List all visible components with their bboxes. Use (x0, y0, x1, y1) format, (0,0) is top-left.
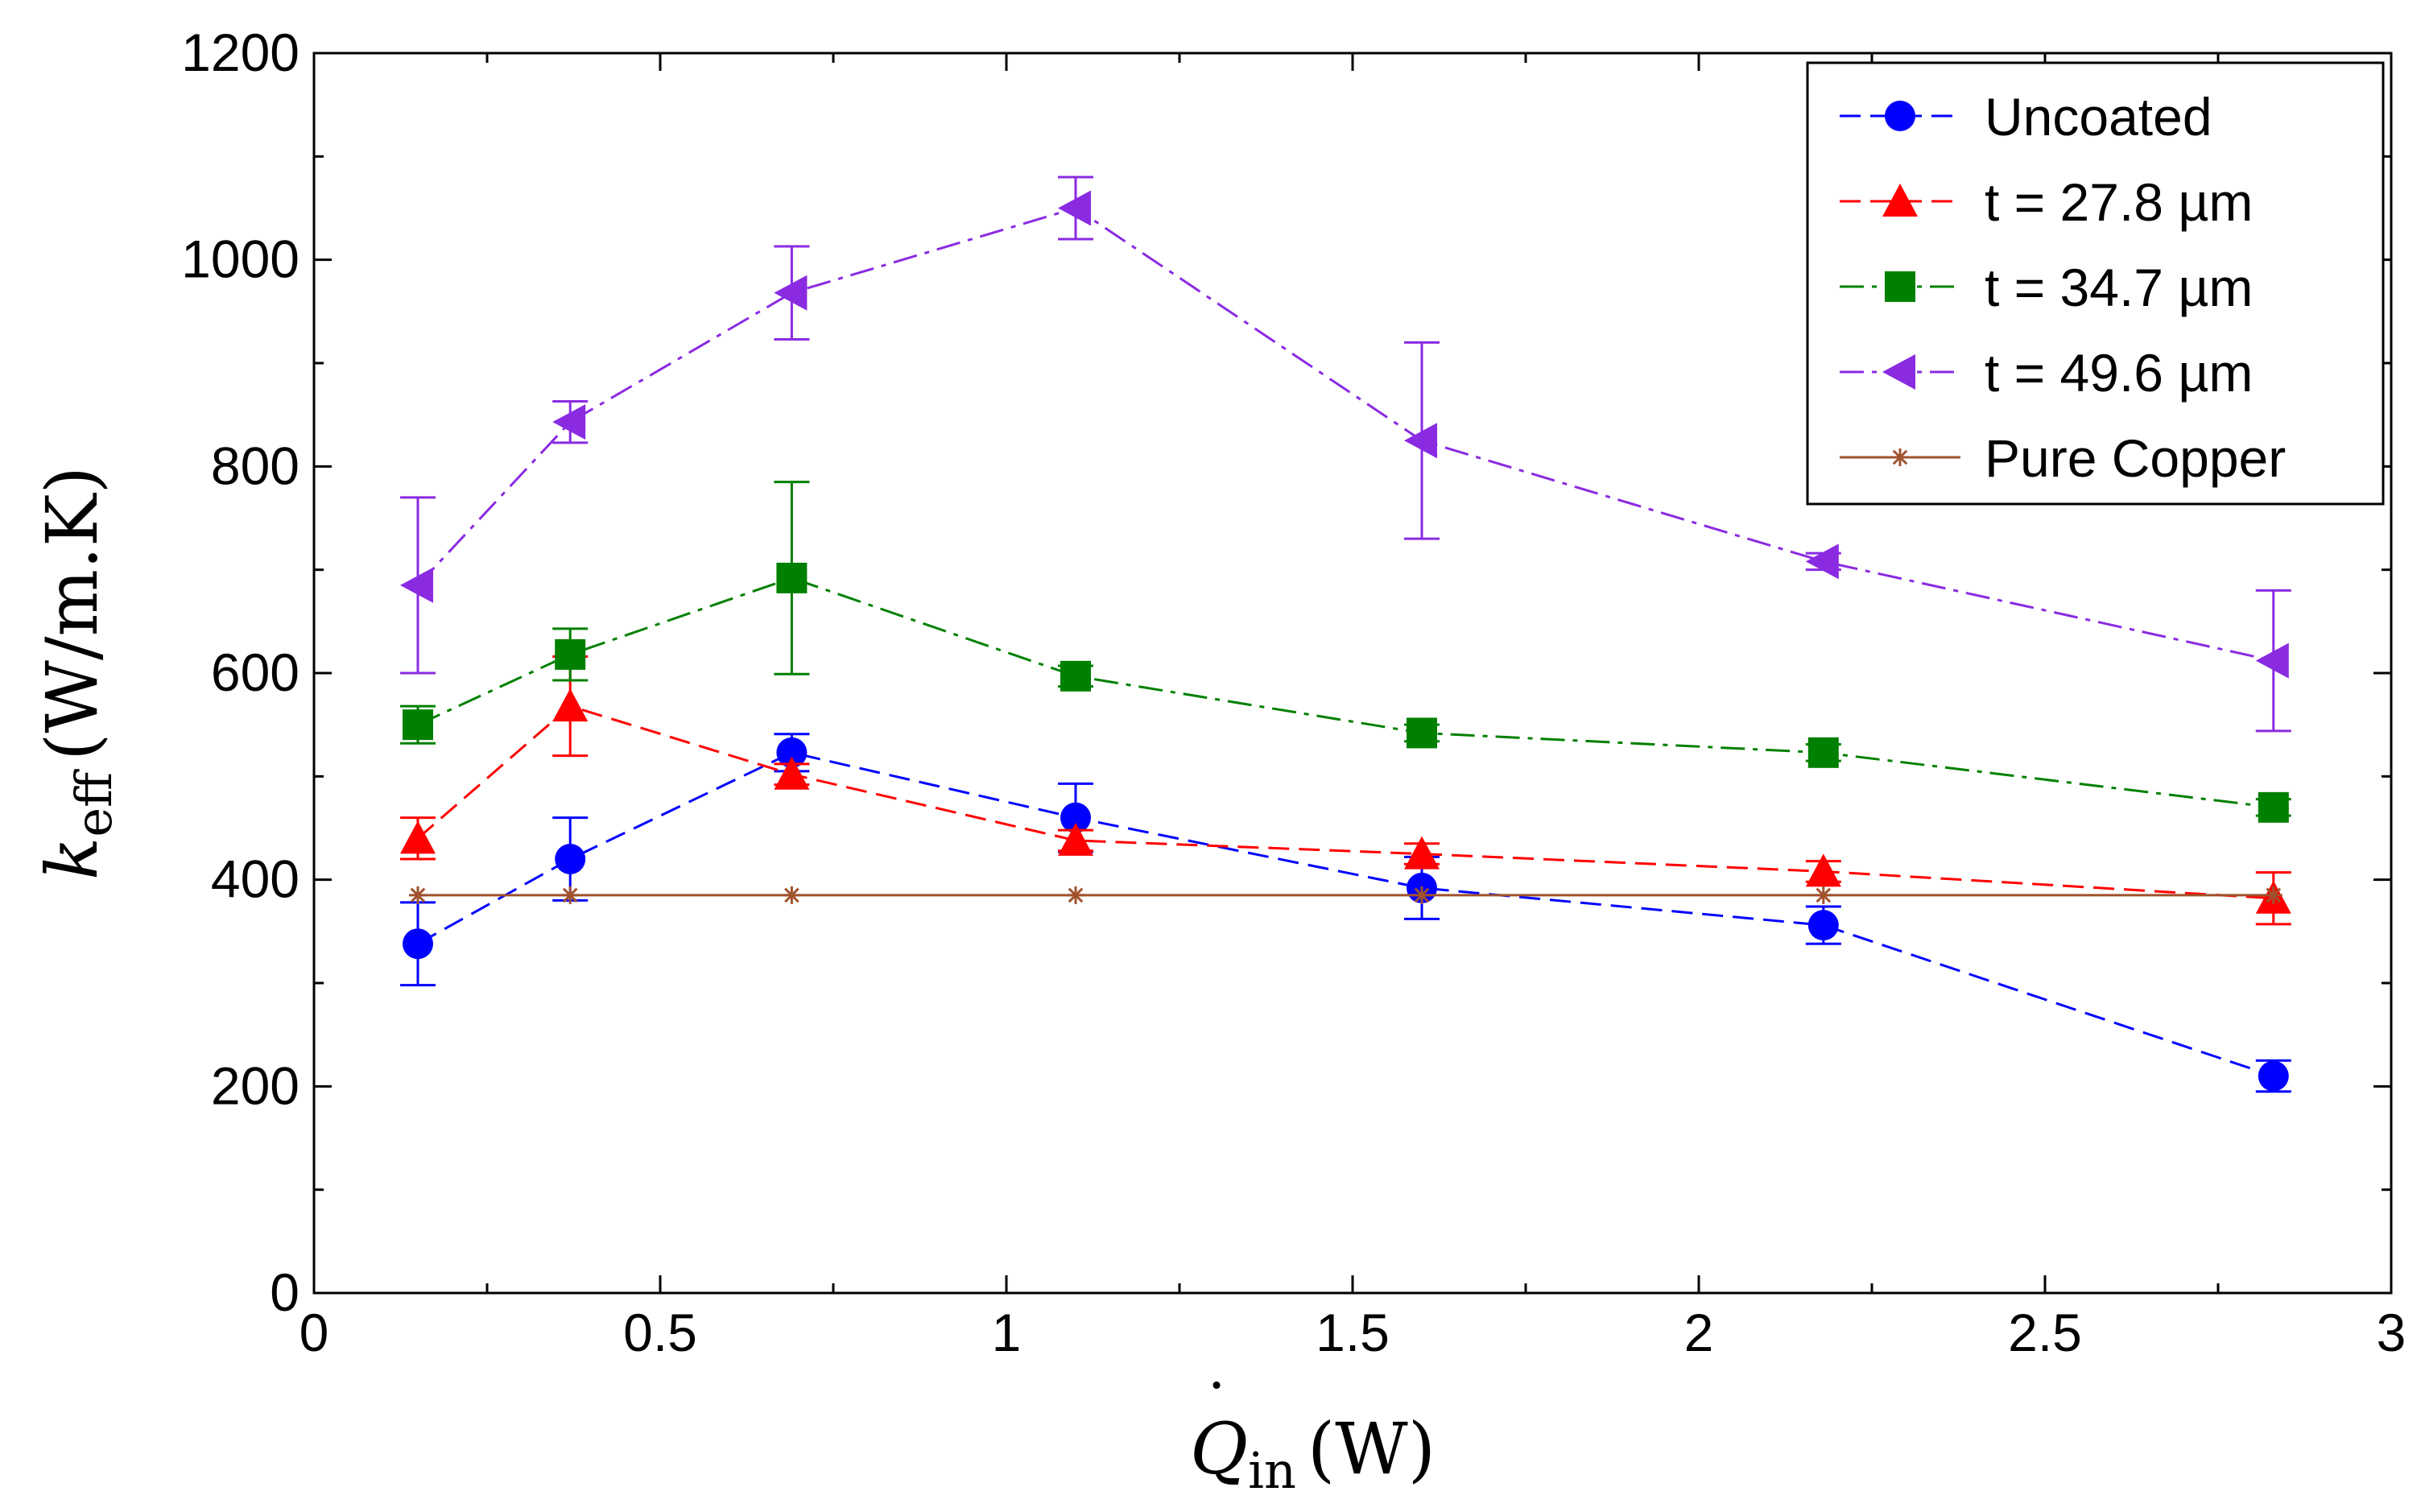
data-point (400, 820, 436, 854)
y-tick-label: 400 (211, 849, 300, 909)
x-tick-label: 1.5 (1316, 1303, 1390, 1362)
data-point (561, 886, 580, 904)
data-point (409, 886, 427, 904)
legend-marker (1882, 184, 1918, 217)
legend: Uncoated t = 27.8 µm t = 34.7 µm t = 49.6 µ… (1806, 61, 2385, 506)
data-point (1067, 886, 1084, 904)
x-tick-label: 0.5 (623, 1303, 697, 1362)
data-point (1407, 717, 1437, 749)
star-stroke (1068, 887, 1084, 903)
data-point (1060, 802, 1091, 833)
y-tick-label: 1200 (181, 23, 300, 82)
y-axis-title-main: k (31, 837, 114, 880)
series-0 (400, 733, 2291, 1093)
data-point (555, 638, 586, 670)
series-layer (400, 176, 2291, 1093)
y-axis-title-sub: eff (64, 769, 123, 837)
data-point (776, 562, 808, 593)
x-axis-title-dot: · (1208, 1353, 1225, 1419)
star-stroke (1892, 449, 1908, 465)
legend-label: Uncoated (1985, 87, 2212, 147)
data-point (400, 567, 433, 603)
y-tick-label: 200 (211, 1056, 300, 1115)
legend-marker (1885, 271, 1915, 302)
data-point (403, 709, 433, 741)
x-tick-label: 0 (300, 1303, 329, 1362)
x-axis-title: Qin (W) (1190, 1407, 1436, 1500)
data-point (2264, 886, 2282, 904)
data-point (776, 737, 808, 768)
data-point (774, 275, 808, 311)
x-tick-label: 2.5 (2008, 1303, 2082, 1362)
legend-marker (1882, 354, 1915, 390)
data-point (1404, 423, 1437, 459)
data-point (555, 844, 586, 874)
star-stroke (410, 887, 426, 903)
legend-label: Pure Copper (1985, 428, 2286, 488)
data-point (1058, 190, 1091, 226)
data-point (1807, 910, 1839, 941)
data-point (1807, 737, 1839, 768)
legend-label: t = 49.6 µm (1985, 343, 2253, 403)
data-point (552, 404, 586, 440)
legend-label: t = 34.7 µm (1985, 258, 2253, 317)
data-point (403, 928, 433, 960)
data-point (1058, 822, 1093, 856)
star-stroke (1414, 887, 1430, 903)
x-axis-title-unit: (W) (1308, 1407, 1436, 1490)
data-point (1814, 886, 1832, 904)
data-point (2258, 791, 2289, 823)
star-stroke (562, 887, 578, 903)
data-point (1404, 836, 1440, 870)
data-point (1060, 660, 1091, 692)
series-2 (400, 481, 2291, 823)
x-axis-title-sub: in (1248, 1441, 1296, 1500)
y-tick-label: 800 (211, 436, 300, 495)
y-tick-label: 1000 (181, 229, 300, 289)
legend-label: t = 27.8 µm (1985, 172, 2253, 232)
data-point (1805, 853, 1841, 887)
y-tick-label: 0 (270, 1262, 300, 1322)
data-point (783, 886, 801, 904)
y-axis-title-unit: (W/m.K) (31, 466, 114, 761)
y-tick-label: 600 (211, 642, 300, 702)
series-3 (400, 176, 2291, 733)
y-axis-title: keff (W/m.K) (31, 466, 123, 880)
data-point (774, 756, 810, 790)
data-point (2258, 1060, 2289, 1092)
legend-marker (1891, 448, 1909, 466)
x-tick-label: 3 (2377, 1303, 2406, 1362)
legend-marker (1885, 101, 1915, 131)
x-axis: 0 0.5 1 1.5 2 2.5 3 (300, 53, 2406, 1362)
star-stroke (2266, 887, 2282, 903)
series-4 (409, 886, 2282, 904)
x-tick-label: 1 (992, 1303, 1022, 1362)
star-stroke (784, 887, 799, 903)
data-point (2255, 642, 2289, 679)
star-stroke (1816, 887, 1832, 903)
data-point (552, 688, 589, 722)
data-point (1413, 886, 1431, 904)
x-tick-label: 2 (1684, 1303, 1714, 1362)
data-point (1805, 543, 1839, 580)
y-axis: 0 200 400 600 800 1000 1200 (181, 23, 2391, 1322)
x-axis-title-main: Q (1190, 1407, 1248, 1490)
